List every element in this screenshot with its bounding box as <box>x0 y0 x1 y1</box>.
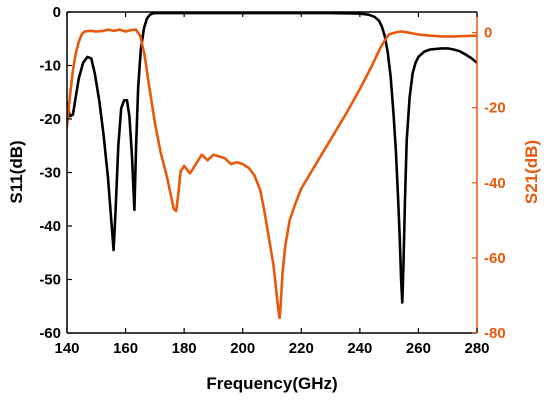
x-tick-label: 200 <box>230 340 255 357</box>
right-y-tick-label: 0 <box>484 25 492 42</box>
ticks-layer: 140 160 180 200 220 240 260 280 0 -10 -20 -30 -40 -50… <box>39 4 505 357</box>
x-tick-label: 260 <box>406 340 431 357</box>
left-y-tick-label: -60 <box>39 325 61 342</box>
x-tick-label: 180 <box>172 340 197 357</box>
left-y-tick-label: -30 <box>39 165 61 182</box>
right-y-tick-label: -20 <box>484 100 506 117</box>
s21-curve <box>67 28 477 320</box>
left-y-tick-label: -50 <box>39 272 61 289</box>
right-y-tick-label: -40 <box>484 175 506 192</box>
x-tick-label: 220 <box>289 340 314 357</box>
x-axis-title: Frequency(GHz) <box>206 374 337 393</box>
x-tick-label: 240 <box>347 340 372 357</box>
left-y-tick-label: -20 <box>39 111 61 128</box>
right-y-tick-label: -80 <box>484 325 506 342</box>
left-y-tick-label: 0 <box>53 4 61 21</box>
series-group <box>67 12 477 320</box>
right-y-tick-label: -60 <box>484 250 506 267</box>
left-y-axis-title: S11(dB) <box>7 140 26 203</box>
right-y-axis-title: S21(dB) <box>522 140 541 204</box>
x-tick-label: 140 <box>54 340 79 357</box>
x-tick-label: 160 <box>113 340 138 357</box>
left-y-tick-label: -10 <box>39 58 61 75</box>
curves-layer <box>67 12 477 320</box>
left-y-tick-label: -40 <box>39 218 61 235</box>
x-tick-label: 280 <box>464 340 489 357</box>
